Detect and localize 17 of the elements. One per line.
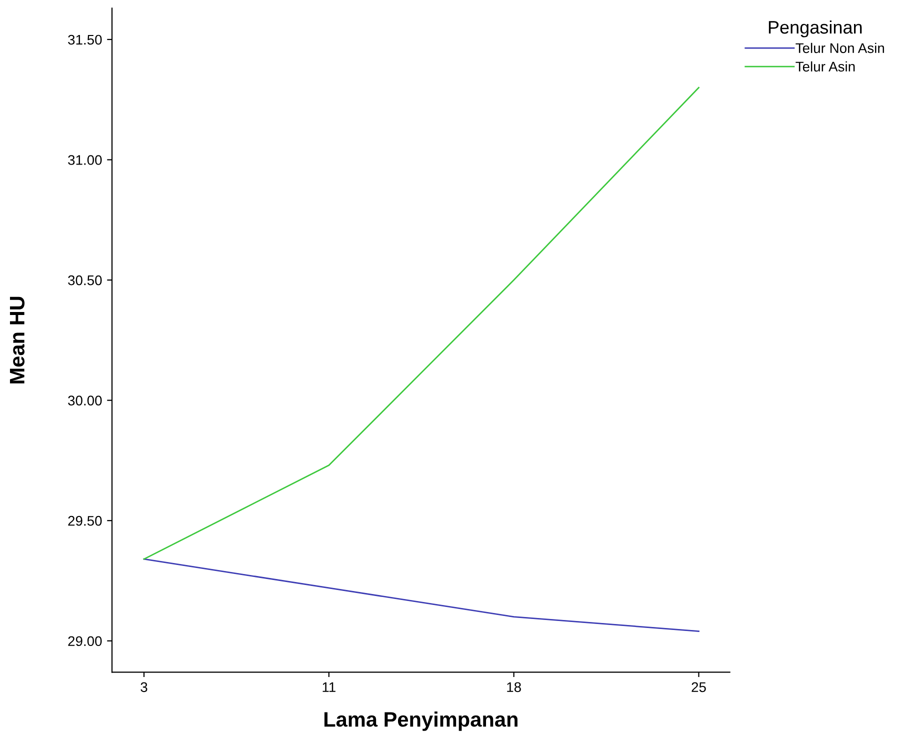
legend-title: Pengasinan [768,20,862,38]
line-series [143,558,700,632]
legend-label: Telur Asin [796,61,855,72]
x-axis-title: Lama Penyimpanan [324,711,518,731]
x-tick-label: 18 [507,682,521,692]
line-series [143,86,700,560]
legend-label: Telur Non Asin [796,42,884,54]
x-tick-label: 3 [140,682,148,692]
x-tick-label: 25 [692,682,706,692]
x-tick-label: 11 [322,682,336,692]
y-tick-label: 31.00 [68,155,102,165]
y-tick-label: 29.00 [68,636,102,646]
y-tick-label: 30.00 [68,396,102,406]
y-tick-label: 29.50 [68,516,102,526]
y-axis-title: Mean HU [10,296,25,384]
y-tick-label: 31.50 [68,34,102,45]
y-tick-label: 30.50 [68,275,102,286]
